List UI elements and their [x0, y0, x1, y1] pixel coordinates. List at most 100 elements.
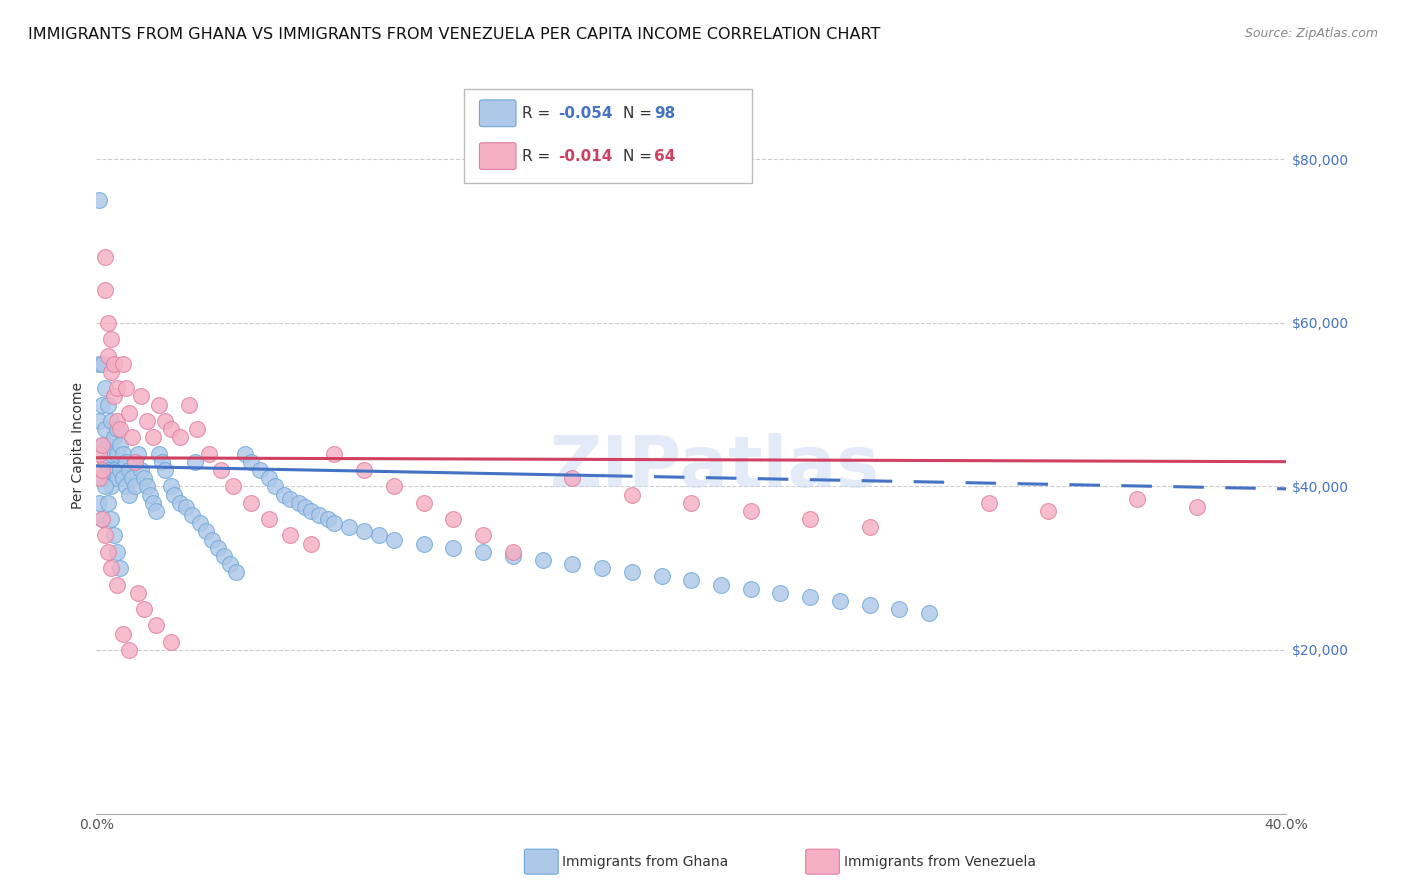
Point — [94, 528, 117, 542]
Point — [257, 512, 280, 526]
Point — [100, 414, 122, 428]
Point — [108, 463, 131, 477]
Point — [91, 438, 114, 452]
Point — [112, 471, 135, 485]
Point — [91, 438, 114, 452]
Point — [105, 471, 128, 485]
Point — [91, 357, 114, 371]
Point — [472, 528, 495, 542]
Point — [186, 422, 208, 436]
Point — [561, 557, 583, 571]
Point — [169, 430, 191, 444]
Point — [294, 500, 316, 514]
Point — [799, 590, 821, 604]
Point — [681, 574, 703, 588]
Text: N =: N = — [623, 106, 657, 120]
Point — [502, 545, 524, 559]
Point — [97, 496, 120, 510]
Point — [225, 566, 247, 580]
Point — [620, 487, 643, 501]
Point — [889, 602, 911, 616]
Point — [650, 569, 672, 583]
Point — [353, 463, 375, 477]
Point — [94, 283, 117, 297]
Point — [318, 512, 340, 526]
Point — [145, 504, 167, 518]
Point — [89, 496, 111, 510]
Point — [135, 414, 157, 428]
Point — [97, 463, 120, 477]
Point — [710, 577, 733, 591]
Point — [368, 528, 391, 542]
Y-axis label: Per Capita Income: Per Capita Income — [72, 382, 86, 509]
Point — [323, 447, 346, 461]
Point — [195, 524, 218, 539]
Point — [94, 479, 117, 493]
Point — [222, 479, 245, 493]
Point — [180, 508, 202, 522]
Point — [105, 381, 128, 395]
Point — [97, 398, 120, 412]
Point — [103, 528, 125, 542]
Point — [382, 533, 405, 547]
Point — [740, 504, 762, 518]
Point — [105, 545, 128, 559]
Point — [263, 479, 285, 493]
Point — [100, 512, 122, 526]
Text: R =: R = — [522, 106, 555, 120]
Point — [163, 487, 186, 501]
Point — [159, 634, 181, 648]
Point — [859, 520, 882, 534]
Point — [103, 357, 125, 371]
Point — [918, 606, 941, 620]
Point — [150, 455, 173, 469]
Point — [135, 479, 157, 493]
Point — [353, 524, 375, 539]
Point — [153, 463, 176, 477]
Point — [159, 422, 181, 436]
Point — [145, 618, 167, 632]
Point — [412, 536, 434, 550]
Point — [240, 496, 263, 510]
Point — [100, 479, 122, 493]
Point — [127, 447, 149, 461]
Point — [174, 500, 197, 514]
Point — [278, 491, 301, 506]
Point — [105, 447, 128, 461]
Point — [323, 516, 346, 531]
Point — [169, 496, 191, 510]
Point — [100, 365, 122, 379]
Point — [142, 430, 165, 444]
Point — [859, 598, 882, 612]
Point — [299, 504, 322, 518]
Point — [103, 389, 125, 403]
Point — [591, 561, 613, 575]
Point — [382, 479, 405, 493]
Point — [94, 251, 117, 265]
Point — [337, 520, 360, 534]
Point — [115, 455, 138, 469]
Point — [121, 430, 143, 444]
Point — [740, 582, 762, 596]
Point — [108, 561, 131, 575]
Point — [108, 438, 131, 452]
Point — [112, 357, 135, 371]
Point — [91, 398, 114, 412]
Point — [219, 557, 242, 571]
Point — [412, 496, 434, 510]
Point — [977, 496, 1000, 510]
Point — [97, 438, 120, 452]
Point — [139, 487, 162, 501]
Point — [89, 357, 111, 371]
Point — [127, 585, 149, 599]
Point — [207, 541, 229, 555]
Point — [112, 626, 135, 640]
Point — [502, 549, 524, 563]
Point — [177, 398, 200, 412]
Point — [97, 545, 120, 559]
Point — [201, 533, 224, 547]
Point — [308, 508, 330, 522]
Point — [240, 455, 263, 469]
Point — [1126, 491, 1149, 506]
Point — [91, 512, 114, 526]
